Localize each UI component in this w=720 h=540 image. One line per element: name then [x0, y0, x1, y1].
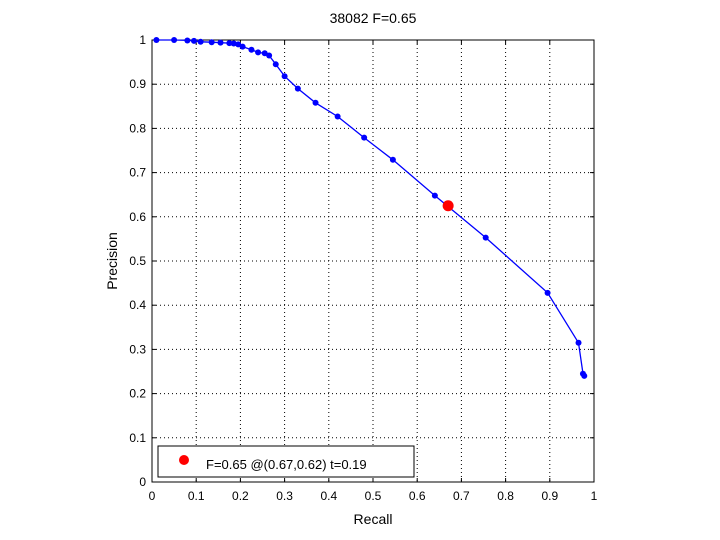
series-point	[171, 37, 178, 43]
chart-title: 38082 F=0.65	[330, 10, 417, 26]
y-axis-label: Precision	[104, 232, 120, 290]
series-point	[272, 61, 279, 68]
series-point	[266, 52, 273, 59]
series-point	[261, 50, 268, 57]
series-point	[239, 43, 246, 50]
series-point	[312, 99, 319, 106]
x-tick-label: 0.4	[320, 489, 337, 503]
axis-ticks: 0 0.1 0.2 0.3 0.4 0.5 0.6 0.7 0.8 0.9 1 0 0.1 0.2 0.3 0…	[129, 33, 597, 503]
y-tick-label: 0.3	[129, 342, 146, 356]
x-tick-label: 0.2	[232, 489, 249, 503]
y-tick-label: 0.5	[129, 254, 146, 268]
legend-box	[157, 445, 415, 478]
y-tick-label: 1	[139, 33, 146, 47]
x-axis-label: Recall	[354, 511, 393, 527]
series-point	[255, 49, 262, 56]
y-tick-label: 0.9	[129, 77, 146, 91]
series-point	[482, 234, 489, 241]
x-tick-label: 0.1	[188, 489, 205, 503]
x-tick-label: 0.9	[541, 489, 558, 503]
series-point	[184, 37, 191, 44]
y-tick-label: 0.2	[129, 387, 146, 401]
x-tick-label: 0.6	[409, 489, 426, 503]
legend: F=0.65 @(0.67,0.62) t=0.19	[157, 445, 415, 478]
series-point	[197, 38, 204, 45]
series-point	[431, 192, 438, 199]
series-point	[153, 37, 160, 43]
y-tick-label: 0	[139, 475, 146, 489]
y-tick-label: 0.4	[129, 298, 146, 312]
series-point	[544, 289, 551, 296]
highlight-layer	[442, 200, 454, 212]
series-point	[226, 40, 233, 47]
series-point	[208, 39, 215, 46]
x-tick-label: 0.7	[453, 489, 470, 503]
legend-marker	[179, 455, 189, 465]
series-point	[235, 41, 242, 48]
x-tick-label: 0.5	[365, 489, 382, 503]
best-f-point	[442, 200, 454, 212]
y-tick-label: 0.6	[129, 210, 146, 224]
x-tick-label: 0.3	[276, 489, 293, 503]
x-tick-label: 0	[149, 489, 156, 503]
grid-lines	[152, 40, 594, 482]
series-point	[581, 372, 588, 379]
series-point	[575, 339, 582, 346]
y-tick-label: 0.7	[129, 166, 146, 180]
x-tick-label: 1	[591, 489, 598, 503]
series-point	[248, 46, 255, 53]
y-tick-label: 0.8	[129, 121, 146, 135]
series-point	[217, 39, 224, 46]
series-point	[294, 85, 301, 92]
y-tick-label: 0.1	[129, 431, 146, 445]
series-point	[334, 113, 341, 120]
series-layer	[153, 37, 588, 379]
x-tick-label: 0.8	[497, 489, 514, 503]
series-point	[190, 37, 197, 44]
series-point	[361, 134, 368, 141]
series-point	[389, 156, 396, 163]
legend-text: F=0.65 @(0.67,0.62) t=0.19	[206, 457, 367, 472]
series-point	[281, 73, 288, 80]
